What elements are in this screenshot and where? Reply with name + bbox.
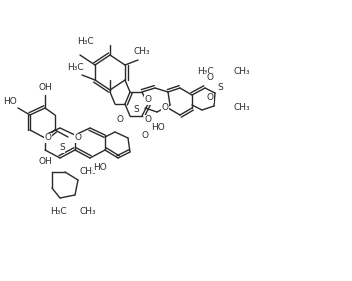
Text: O: O <box>145 96 151 105</box>
Text: O: O <box>75 133 82 142</box>
Text: O: O <box>207 74 214 83</box>
Text: O: O <box>207 94 214 103</box>
Text: H₃C: H₃C <box>77 37 93 46</box>
Text: O: O <box>142 130 149 139</box>
Text: O: O <box>117 115 124 124</box>
Text: H₃C: H₃C <box>197 67 213 76</box>
Text: CH₃: CH₃ <box>234 103 250 112</box>
Text: CH₃: CH₃ <box>234 67 250 76</box>
Text: HO: HO <box>93 164 107 173</box>
Text: H₃C: H₃C <box>50 207 66 216</box>
Text: S: S <box>217 83 223 92</box>
Text: S: S <box>133 105 139 114</box>
Text: S: S <box>59 144 65 153</box>
Text: CH₃: CH₃ <box>80 167 96 176</box>
Text: CH₃: CH₃ <box>134 47 150 56</box>
Text: HO: HO <box>3 98 17 106</box>
Text: H₃C: H₃C <box>67 64 83 72</box>
Text: O: O <box>145 115 151 124</box>
Text: OH: OH <box>38 83 52 92</box>
Text: CH₃: CH₃ <box>80 207 96 216</box>
Text: O: O <box>44 133 51 142</box>
Text: O: O <box>162 103 169 112</box>
Text: OH: OH <box>38 157 52 167</box>
Text: HO: HO <box>151 124 165 133</box>
